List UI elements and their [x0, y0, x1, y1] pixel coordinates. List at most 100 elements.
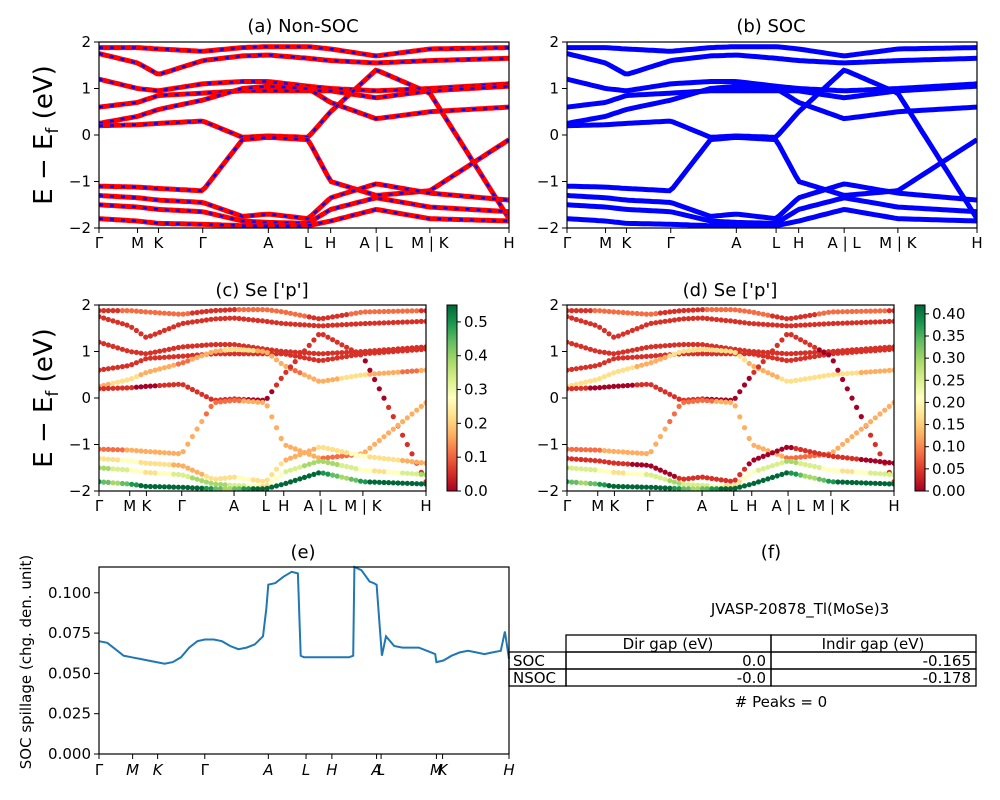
- band-point: [334, 355, 340, 361]
- band-point: [124, 458, 130, 464]
- band-point: [611, 448, 617, 454]
- band-point: [255, 307, 261, 313]
- band-point: [769, 372, 776, 378]
- band-point: [835, 367, 841, 373]
- x-tick-label: L: [304, 234, 313, 252]
- band-point: [798, 337, 804, 343]
- band-point: [358, 467, 364, 473]
- band-point: [583, 379, 589, 385]
- band-point: [203, 308, 209, 314]
- band-point: [858, 480, 864, 486]
- band-point: [297, 476, 303, 482]
- colorbar-tick-label: 0.0: [464, 482, 488, 500]
- y-tick-label: 0.100: [48, 584, 91, 602]
- band-point: [404, 415, 410, 421]
- band-point: [334, 448, 340, 454]
- band-point: [423, 346, 426, 352]
- band-point: [802, 313, 808, 319]
- band-point: [250, 348, 256, 354]
- band-point: [872, 441, 878, 448]
- colorbar-tick-label: 0.2: [464, 414, 488, 432]
- band-point: [840, 309, 846, 315]
- table-header-indir-gap: Indir gap (eV): [822, 635, 925, 653]
- band-point: [344, 349, 350, 355]
- band-point: [400, 369, 406, 375]
- band-point: [615, 483, 622, 490]
- band-point: [872, 368, 878, 375]
- band-point: [681, 486, 687, 491]
- band-point: [423, 481, 426, 487]
- band-point: [671, 308, 678, 314]
- band-point: [835, 309, 841, 315]
- band-point: [124, 377, 130, 383]
- band-point: [620, 349, 626, 355]
- band-point: [671, 394, 678, 400]
- band-point: [779, 446, 785, 452]
- band-point: [175, 353, 181, 359]
- band-point: [573, 308, 579, 314]
- band-point: [222, 347, 228, 353]
- band-point: [779, 453, 785, 459]
- band-point: [161, 461, 167, 467]
- band-point: [311, 337, 317, 343]
- band-point: [713, 316, 720, 323]
- band-point: [597, 308, 603, 314]
- band-point: [161, 484, 167, 490]
- band-point: [732, 307, 738, 313]
- band-point: [569, 308, 575, 314]
- band-point: [297, 322, 303, 328]
- band-point: [732, 318, 738, 325]
- band-point: [171, 382, 177, 388]
- band-point: [611, 383, 617, 389]
- band-point: [601, 374, 608, 380]
- band-point: [741, 357, 748, 363]
- band-point: [844, 468, 850, 474]
- band-point: [185, 353, 191, 359]
- band-point: [751, 309, 757, 315]
- band-point: [110, 318, 116, 324]
- peaks-count: # Peaks = 0: [735, 693, 827, 711]
- band-point: [362, 320, 368, 327]
- band-point: [886, 367, 892, 373]
- band-point: [858, 319, 864, 326]
- band-point: [344, 321, 350, 328]
- band-point: [681, 348, 687, 354]
- band-point: [671, 485, 678, 491]
- band-point: [812, 353, 818, 360]
- band-point: [115, 319, 121, 325]
- band-point: [348, 353, 354, 359]
- band-point: [119, 364, 125, 370]
- band-point: [667, 485, 673, 491]
- band-point: [227, 307, 233, 313]
- band-point: [143, 334, 149, 340]
- band-point: [788, 378, 794, 384]
- band-point: [409, 471, 415, 477]
- band-point: [784, 458, 790, 464]
- band-point: [320, 470, 326, 476]
- band-point: [699, 346, 706, 352]
- band-point: [573, 366, 579, 372]
- band-point: [133, 468, 139, 474]
- band-point: [760, 368, 766, 374]
- band-point: [101, 308, 107, 314]
- band-point: [704, 342, 710, 348]
- band-point: [779, 376, 785, 382]
- band-point: [376, 350, 382, 356]
- colorbar-tick-label: 0.20: [932, 393, 965, 411]
- band-point: [269, 319, 275, 325]
- band-point: [129, 385, 135, 391]
- band-point: [199, 471, 205, 477]
- band-point: [751, 351, 757, 357]
- colorbar-tick-label: 0.00: [932, 482, 965, 500]
- band-point: [213, 307, 219, 314]
- band-point: [886, 346, 892, 353]
- band-point: [727, 399, 734, 405]
- band-point: [414, 347, 420, 353]
- axes-frame: [98, 566, 510, 755]
- x-tick-label: M | K: [411, 234, 450, 252]
- band-point: [105, 308, 111, 314]
- band-point: [119, 321, 125, 327]
- band-point: [765, 353, 771, 359]
- band-point: [606, 448, 612, 454]
- band-point: [273, 475, 280, 481]
